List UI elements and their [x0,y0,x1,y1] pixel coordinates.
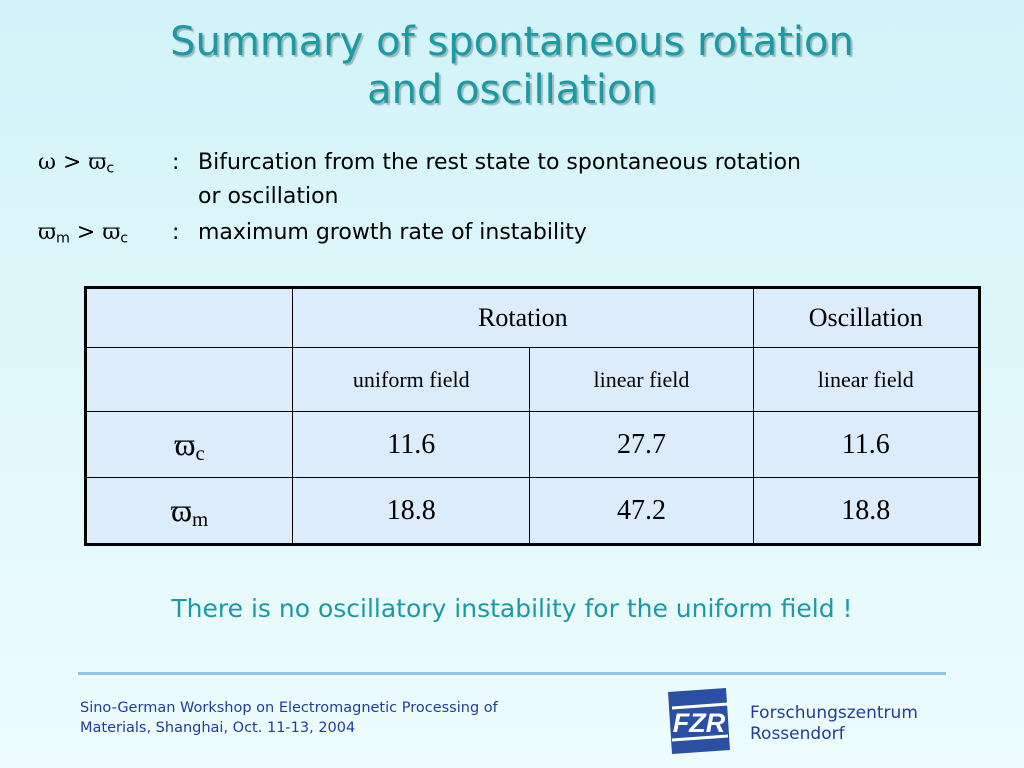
footer-divider [78,672,946,675]
footer-workshop-line1: Sino-German Workshop on Electromagnetic … [80,700,498,716]
table-cell: 47.2 [529,477,754,545]
table-cell: 27.7 [529,411,754,478]
slide-title: Summary of spontaneous rotation and osci… [0,18,1024,114]
definition-text-continued: or oscillation [198,184,339,209]
footer-institute: Forschungszentrum Rossendorf [750,703,918,745]
slide-title-line1: Summary of spontaneous rotation [170,19,854,65]
footer-workshop-line2: Materials, Shanghai, Oct. 11-13, 2004 [80,720,356,736]
definition-colon: : [172,150,180,175]
table-empty-cell [84,347,294,412]
table-cell: 18.8 [752,477,981,545]
slide-title-line2: and oscillation [367,67,657,113]
table-corner-cell [84,287,294,348]
subscript: c [120,230,129,247]
table-row: ϖm 18.8 47.2 18.8 [84,477,981,545]
table-row-header: ϖc [84,411,294,478]
oscillation-header: Oscillation [752,287,981,348]
definition-symbol: ϖm > ϖc [38,220,129,247]
greater-than: > [62,150,82,175]
varpi-symbol: ϖ [174,426,196,462]
varpi-symbol: ϖ [88,150,107,175]
table-row-header: ϖm [84,477,294,545]
rotation-header: Rotation [292,287,754,348]
table-cell: 18.8 [292,477,531,545]
conclusion-text: There is no oscillatory instability for … [171,594,853,623]
table-subheader-cell: uniform field [292,347,531,412]
footer-workshop: Sino-German Workshop on Electromagnetic … [80,698,600,738]
table-cell: 11.6 [752,411,981,478]
footer-institute-line2: Rossendorf [750,724,845,744]
varpi-symbol: ϖ [38,220,56,245]
table-row: ϖc 11.6 27.7 11.6 [84,411,981,478]
table-header-row: Rotation Oscillation [84,287,981,348]
table-subheader-row: uniform field linear field linear field [84,347,981,412]
subscript: c [195,442,205,466]
varpi-symbol: ϖ [102,220,121,245]
footer-institute-line1: Forschungszentrum [750,703,918,723]
subscript: m [192,508,209,532]
definition-text: maximum growth rate of instability [198,220,587,245]
subscript: m [55,230,70,247]
table-subheader-cell: linear field [529,347,754,412]
omega-symbol: ω [38,150,56,175]
results-table: Rotation Oscillation uniform field linea… [84,286,981,546]
table-cell: 11.6 [292,411,531,478]
varpi-symbol: ϖ [170,492,193,528]
definition-text: Bifurcation from the rest state to spont… [198,150,801,175]
greater-than: > [76,220,96,245]
definition-colon: : [172,220,180,245]
logo-text: FZR [673,708,726,738]
fzr-logo: FZR [668,688,730,754]
subscript: c [106,160,115,177]
table-subheader-cell: linear field [752,347,981,412]
definition-symbol: ω > ϖc [38,150,115,177]
